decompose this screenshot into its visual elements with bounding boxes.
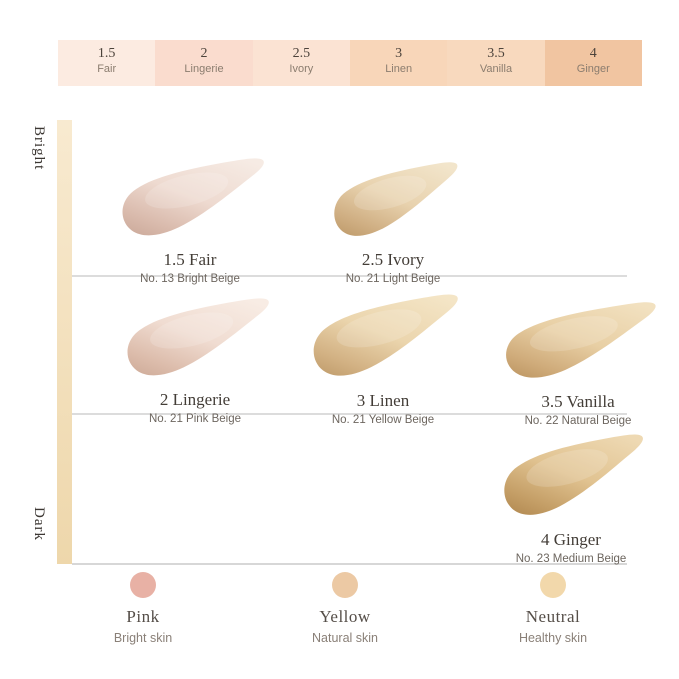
swatch-subtitle: No. 13 Bright Beige — [140, 273, 240, 285]
axis-label-dark: Dark — [31, 507, 47, 541]
legend-item-pink: Pink Bright skin — [68, 572, 218, 645]
shade-cell-ginger: 4 Ginger — [544, 40, 642, 86]
row-divider — [72, 413, 627, 415]
shade-number: 1.5 — [97, 46, 116, 61]
legend-item-yellow: Yellow Natural skin — [270, 572, 420, 645]
shade-number: 4 — [589, 46, 597, 61]
swatch-subtitle: No. 21 Pink Beige — [148, 413, 242, 425]
swatch-title: 2.5 Ivory — [361, 250, 425, 269]
swatch-title: 3.5 Vanilla — [541, 392, 615, 411]
shade-cell-ivory: 2.5 Ivory — [252, 40, 350, 86]
swatch-title: 2 Lingerie — [159, 390, 231, 409]
product-smear — [313, 294, 458, 376]
swatch-subtitle: No. 21 Light Beige — [345, 273, 441, 285]
yellow-undertone-dot — [332, 572, 358, 598]
neutral-undertone-dot — [540, 572, 566, 598]
shade-name: Linen — [385, 63, 413, 75]
brightness-gradient-bar — [57, 120, 72, 564]
legend-subtitle: Natural skin — [312, 631, 378, 645]
swatch-title: 1.5 Fair — [163, 250, 217, 269]
shade-name: Fair — [97, 63, 117, 75]
legend-subtitle: Bright skin — [113, 631, 173, 645]
shade-name: Lingerie — [184, 63, 224, 75]
legend-title: Pink — [126, 607, 160, 626]
product-smear — [121, 158, 264, 236]
shade-name: Ginger — [576, 63, 610, 75]
shade-cell-vanilla: 3.5 Vanilla — [447, 40, 545, 86]
swatch-lingerie: 2 Lingerie No. 21 Pink Beige — [100, 296, 290, 425]
swatch-ivory: 2.5 Ivory No. 21 Light Beige — [298, 160, 488, 285]
product-smear — [506, 302, 656, 378]
shade-cell-fair: 1.5 Fair — [58, 40, 156, 86]
swatch-subtitle: No. 22 Natural Beige — [524, 415, 632, 427]
axis-label-bright: Bright — [31, 126, 47, 171]
swatch-title: 4 Ginger — [541, 530, 601, 549]
shade-cell-lingerie: 2 Lingerie — [155, 40, 253, 86]
shade-number: 2.5 — [292, 46, 311, 61]
product-smear — [504, 434, 643, 515]
row-divider — [72, 275, 627, 277]
swatch-subtitle: No. 23 Medium Beige — [515, 553, 627, 565]
product-smear — [126, 298, 269, 376]
shade-name: Ivory — [289, 63, 314, 75]
shade-number: 2 — [200, 46, 208, 61]
pink-undertone-dot — [130, 572, 156, 598]
legend-title: Yellow — [319, 607, 371, 626]
legend-subtitle: Healthy skin — [518, 631, 588, 645]
row-divider — [72, 563, 627, 565]
shade-number: 3.5 — [487, 46, 505, 61]
swatch-linen: 3 Linen No. 21 Yellow Beige — [288, 292, 478, 426]
swatch-ginger: 4 Ginger No. 23 Medium Beige — [476, 432, 666, 565]
swatch-title: 3 Linen — [356, 391, 410, 410]
shade-name: Vanilla — [479, 63, 513, 75]
shade-number: 3 — [395, 46, 403, 61]
shade-cell-linen: 3 Linen — [349, 40, 448, 86]
legend-title: Neutral — [525, 607, 581, 626]
swatch-fair: 1.5 Fair No. 13 Bright Beige — [95, 156, 285, 285]
shade-scale-bar: 1.5 Fair 2 Lingerie 2.5 Ivory 3 Linen 3.… — [58, 40, 642, 86]
swatch-subtitle: No. 21 Yellow Beige — [331, 414, 435, 426]
product-smear — [333, 162, 457, 236]
swatch-vanilla: 3.5 Vanilla No. 22 Natural Beige — [483, 300, 673, 427]
legend-item-neutral: Neutral Healthy skin — [478, 572, 628, 645]
